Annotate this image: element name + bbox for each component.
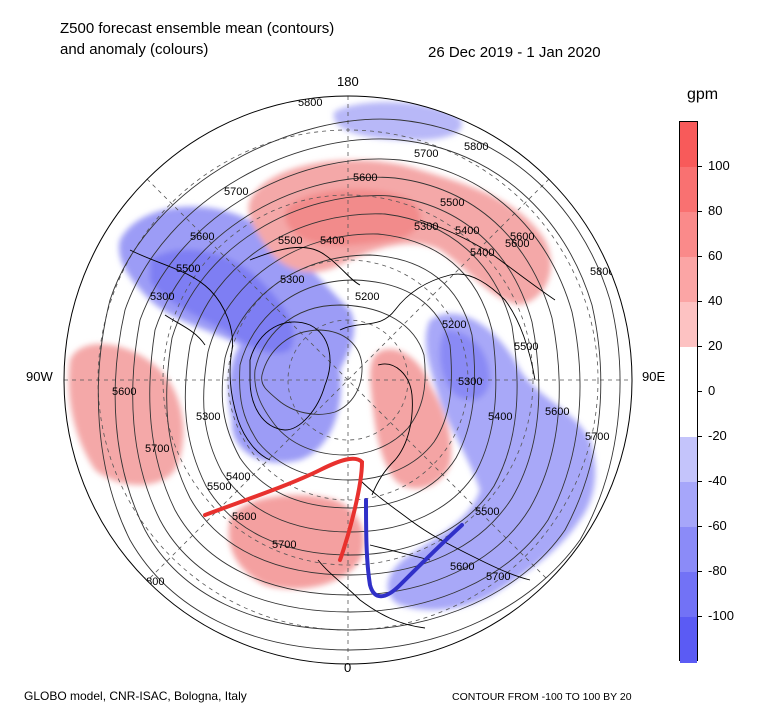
forecast-period: 26 Dec 2019 - 1 Jan 2020: [428, 44, 601, 61]
anomaly-positive-europe-north: [370, 349, 452, 489]
contour-label: 5500: [176, 263, 200, 275]
contour-label: 5700: [224, 186, 248, 198]
coast-alaska: [249, 246, 361, 286]
colorbar-tick-label: 0: [708, 383, 716, 398]
contour-label: 5700: [272, 539, 296, 551]
contour-label: 5600: [450, 561, 474, 573]
colorbar-tick-mark: [697, 481, 702, 482]
contour-label: 5400: [226, 471, 250, 483]
contour-label: 5300: [414, 221, 438, 233]
coast-scandinavia: [371, 363, 413, 496]
coast-north-america: [129, 249, 271, 461]
contour-label: 5200: [355, 291, 379, 303]
contour-label: 5800: [464, 141, 488, 153]
contour-label: 5400: [470, 247, 494, 259]
anomaly-negative-pacific: [333, 101, 462, 141]
colorbar-tick-label: -100: [708, 608, 735, 623]
colorbar-segment: [680, 527, 697, 573]
colorbar-tick-mark: [697, 301, 702, 302]
contour-label: 5600: [545, 406, 569, 418]
contour-label: 5300: [458, 376, 482, 388]
colorbar-tick-mark: [697, 571, 702, 572]
contour-label: 5500: [440, 197, 464, 209]
colorbar-tick-label: 20: [708, 338, 723, 353]
contour-label: 5600: [505, 238, 529, 250]
model-credit: GLOBO model, CNR-ISAC, Bologna, Italy: [24, 689, 247, 703]
title-line-1: Z500 forecast ensemble mean (contours): [60, 20, 335, 37]
contour-label: 5600: [112, 386, 136, 398]
colorbar-segment: [680, 212, 697, 258]
contour-label: 5300: [280, 274, 304, 286]
contour-label: 5700: [145, 443, 169, 455]
colorbar-tick-label: 60: [708, 248, 723, 263]
trough-axis-blue: [364, 498, 464, 599]
map-boundary: [63, 95, 633, 665]
contour-label: 5500: [207, 481, 231, 493]
colorbar-segment: [680, 437, 697, 483]
contour-labels: 5800 5800 5700 5600 5500 5300 5400 5600 …: [112, 97, 614, 588]
colorbar-tick-label: 40: [708, 293, 723, 308]
title-line-2: and anomaly (colours): [60, 41, 209, 58]
colorbar-segment: [680, 257, 697, 303]
contour-label: 5600: [353, 172, 377, 184]
height-contours: [97, 118, 621, 651]
colorbar-tick-mark: [697, 346, 702, 347]
contour-label: 5700: [486, 571, 510, 583]
colorbar-segment: [680, 392, 697, 438]
coast-eurasia-arctic: [339, 273, 536, 381]
contour-label: 5500: [475, 506, 499, 518]
contour-label: 5300: [150, 291, 174, 303]
colorbar-tick-mark: [697, 256, 702, 257]
colorbar-tick-mark: [697, 391, 702, 392]
colorbar-tick-label: -40: [708, 473, 727, 488]
contour-label: 5700: [585, 431, 609, 443]
contour-label: 5700: [414, 148, 438, 160]
contour-label: 5600: [232, 511, 256, 523]
colorbar-tick-label: -80: [708, 563, 727, 578]
contour-label: 5500: [514, 341, 538, 353]
contour-label: 5600: [190, 231, 214, 243]
colorbar-segment: [680, 302, 697, 348]
coast-iberia-africa: [317, 559, 426, 629]
contour-label: 5400: [320, 235, 344, 247]
colorbar-segment: [680, 167, 697, 213]
coast-europe: [359, 479, 531, 581]
coast-asia-pacific: [419, 219, 556, 301]
contour-label: 5800: [298, 97, 322, 109]
contour-label: 5400: [455, 225, 479, 237]
coast-greenland: [249, 321, 331, 431]
colorbar-tick-label: -60: [708, 518, 727, 533]
longitude-label-bottom: 0: [344, 660, 352, 675]
contour-label: 5800: [590, 266, 614, 278]
contour-label: 5200: [442, 319, 466, 331]
colorbar-segment: [680, 482, 697, 528]
contour-label: 5600: [510, 231, 534, 243]
ridge-axis-red: [203, 456, 365, 562]
colorbar-tick-label: 100: [708, 158, 730, 173]
contour-label: 5500: [278, 235, 302, 247]
colorbar-tick-mark: [697, 526, 702, 527]
colorbar-tick-mark: [697, 436, 702, 437]
anomaly-negative-asia-core: [439, 330, 490, 400]
colorbar-tick-label: 80: [708, 203, 723, 218]
coastlines: [129, 219, 556, 629]
colorbar: [679, 121, 698, 663]
colorbar-tick-label: -20: [708, 428, 727, 443]
colorbar-segment: [680, 617, 697, 663]
colorbar-unit: gpm: [687, 86, 719, 103]
colorbar-tick-mark: [697, 211, 702, 212]
longitude-label-left: 90W: [26, 369, 53, 384]
colorbar-tick-mark: [697, 166, 702, 167]
contour-info: CONTOUR FROM -100 TO 100 BY 20: [452, 691, 632, 703]
longitude-label-top: 180: [337, 74, 359, 89]
longitude-label-right: 90E: [642, 369, 666, 384]
contour-label: 5300: [196, 411, 220, 423]
colorbar-segment: [680, 572, 697, 618]
anomaly-positive-eastern-atlantic: [228, 495, 364, 589]
colorbar-segment: [680, 122, 697, 168]
colorbar-tick-mark: [697, 616, 702, 617]
colorbar-segment: [680, 347, 697, 393]
contour-label: 5400: [488, 411, 512, 423]
